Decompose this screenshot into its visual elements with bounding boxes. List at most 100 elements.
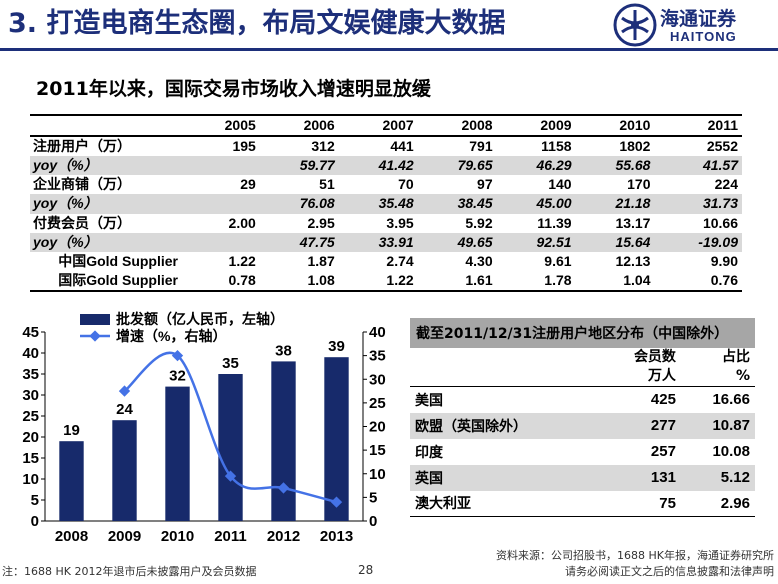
table-cell: 33.91 [338, 232, 418, 252]
table-row: 国际Gold Supplier 0.78 1.08 1.22 1.61 1.78 1.04 0… [30, 271, 742, 292]
bar [324, 357, 349, 521]
left-tick-label: 20 [22, 429, 39, 446]
left-tick-label: 30 [22, 387, 39, 404]
left-tick-label: 5 [31, 492, 39, 509]
logo-chinese-name: 海通证券 [660, 8, 737, 30]
right-tick-label: 5 [369, 489, 377, 506]
members-header-line1: 会员数 [633, 349, 676, 365]
region-table-header-row: 会员数 万人 占比 % [410, 348, 755, 387]
year-header: 2005 [224, 117, 256, 133]
region-members: 425 [650, 391, 676, 409]
region-row: 欧盟（英国除外） 277 10.87 [410, 412, 755, 439]
table-cell: 9.90 [710, 253, 738, 270]
source-line: 资料来源：公司招股书，1688 HK年报，海通证券研究所 [496, 549, 774, 562]
growth-point [277, 482, 290, 494]
bar [271, 361, 296, 521]
table-cell: 49.65 [417, 232, 497, 252]
table-cell [188, 232, 260, 252]
table-row: yoy（%） 76.08 35.48 38.45 45.00 21.18 31.73 [30, 194, 742, 214]
table-cell: 3.95 [386, 214, 414, 231]
table-cell: 38.45 [417, 194, 497, 214]
table-cell: 2.74 [386, 253, 414, 270]
table-cell: 76.08 [259, 194, 339, 214]
region-table-title: 截至2011/12/31注册用户地区分布（中国除外） [410, 318, 755, 348]
region-share: 5.12 [680, 464, 755, 491]
x-tick-label: 2008 [55, 528, 88, 545]
region-name: 欧盟（英国除外） [410, 412, 600, 439]
bar [112, 420, 137, 521]
region-row: 英国 131 5.12 [410, 464, 755, 491]
bar [165, 386, 190, 521]
left-tick-label: 45 [22, 324, 39, 341]
table-cell: 1.22 [228, 253, 256, 270]
legend-line-label: 增速（%，右轴） [116, 328, 226, 344]
row-label: 注册用户（万） [33, 138, 131, 154]
region-row: 澳大利亚 75 2.96 [410, 491, 755, 517]
table-cell: -19.09 [654, 232, 742, 252]
table-cell: 9.61 [544, 253, 572, 270]
table-cell: 224 [714, 176, 738, 193]
growth-point [330, 496, 343, 508]
bar-value-label: 38 [275, 342, 292, 359]
table-cell: 791 [469, 138, 493, 154]
x-tick-label: 2011 [214, 528, 247, 545]
right-tick-label: 30 [369, 371, 386, 388]
disclaimer-line: 请务必阅读正文之后的信息披露和法律声明 [565, 565, 774, 578]
table-cell: 11.39 [537, 214, 572, 231]
year-header: 2009 [540, 117, 572, 133]
region-name: 美国 [415, 392, 443, 409]
logo-english-name: HAITONG [670, 29, 737, 44]
table-row: 注册用户（万） 195 312 441 791 1158 1802 2552 [30, 136, 742, 156]
section-subtitle: 2011年以来，国际交易市场收入增速明显放缓 [36, 78, 431, 100]
row-label: yoy（%） [30, 232, 188, 252]
footer-note: 注：1688 HK 2012年退市后未披露用户及会员数据 [2, 565, 257, 578]
left-tick-label: 15 [22, 450, 39, 467]
row-label: 企业商铺（万） [33, 176, 131, 193]
right-tick-label: 40 [369, 324, 386, 341]
table-cell: 0.78 [228, 272, 256, 289]
right-tick-label: 15 [369, 442, 386, 459]
legend-line-marker [89, 330, 101, 342]
slide-title: 3. 打造电商生态圈，布局文娱健康大数据 [8, 8, 506, 39]
table-cell: 45.00 [496, 194, 576, 214]
year-header: 2008 [461, 117, 493, 133]
table-cell: 1.87 [307, 253, 335, 270]
members-header-line2: 万人 [647, 368, 676, 384]
left-tick-label: 25 [22, 408, 39, 425]
table-cell: 13.17 [615, 214, 651, 231]
x-tick-label: 2010 [161, 528, 194, 545]
right-tick-label: 10 [369, 466, 386, 483]
wholesale-chart: 0 5 10 15 20 25 30 35 40 45 0 5 10 15 20 25 30 35 40 2008 20… [22, 311, 386, 545]
right-tick-label: 20 [369, 419, 386, 436]
year-header: 2011 [707, 117, 738, 133]
share-header-line2: % [735, 368, 750, 384]
table-cell: 47.75 [259, 232, 339, 252]
x-tick-label: 2013 [320, 528, 353, 545]
table-cell: 140 [548, 176, 572, 193]
region-share: 10.87 [680, 412, 755, 439]
page-number: 28 [358, 563, 374, 577]
right-tick-label: 35 [369, 348, 386, 365]
year-header: 2010 [619, 117, 651, 133]
region-share: 10.08 [712, 443, 750, 460]
table-cell: 0.76 [710, 272, 738, 289]
year-header: 2006 [303, 117, 335, 133]
table-cell: 55.68 [575, 156, 655, 176]
table-row: 付费会员（万） 2.00 2.95 3.95 5.92 11.39 13.17 10.66 [30, 214, 742, 233]
region-distribution-table: 截至2011/12/31注册用户地区分布（中国除外） 会员数 万人 占比 % 美… [410, 318, 755, 517]
table-cell: 441 [390, 138, 414, 154]
region-name: 印度 [415, 444, 443, 461]
region-share: 16.66 [712, 391, 750, 409]
table-cell: 4.30 [465, 253, 493, 270]
region-header-blank [410, 348, 600, 387]
table-cell: 10.66 [702, 214, 738, 231]
row-label: yoy（%） [30, 156, 188, 176]
bar [218, 374, 243, 521]
year-header: 2007 [382, 117, 414, 133]
table-cell: 41.42 [338, 156, 418, 176]
bar [59, 441, 84, 521]
table-cell: 5.92 [465, 214, 493, 231]
region-name: 英国 [410, 464, 600, 491]
table-cell [188, 156, 260, 176]
table-cell: 51 [319, 176, 335, 193]
